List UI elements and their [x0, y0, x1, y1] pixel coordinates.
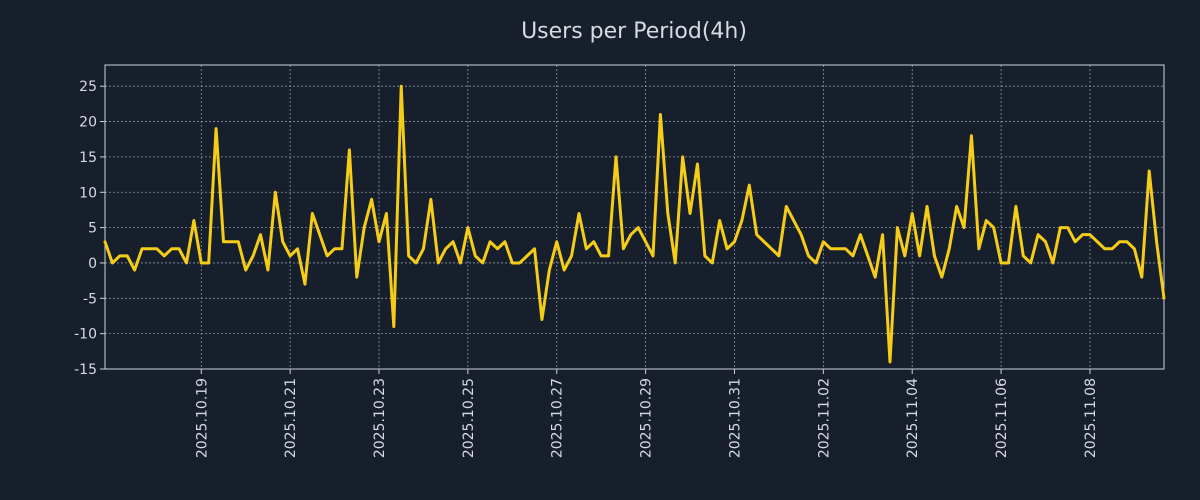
- y-tick-label: 5: [88, 221, 97, 237]
- y-tick-label: -10: [74, 327, 97, 343]
- x-tick-label: 2025.10.31: [727, 378, 743, 458]
- y-axis: -15 -10 -5 0 5 10 15 20 25: [74, 79, 105, 378]
- y-tick-label: 10: [79, 185, 97, 201]
- series-line-users: [103, 84, 1166, 364]
- y-tick-label: 25: [79, 79, 97, 95]
- x-tick-label: 2025.10.23: [372, 378, 388, 458]
- x-axis: 2025.10.19 2025.10.21 2025.10.23 2025.10.25…: [194, 369, 1099, 458]
- x-tick-label: 2025.11.08: [1083, 378, 1099, 458]
- x-tick-label: 2025.11.06: [994, 378, 1010, 458]
- x-tick-label: 2025.10.27: [550, 378, 566, 458]
- series-layer: [103, 84, 1166, 364]
- y-tick-label: -15: [74, 362, 97, 378]
- y-tick-label: 15: [79, 150, 97, 166]
- y-tick-label: -5: [83, 291, 97, 307]
- x-tick-label: 2025.11.04: [905, 378, 921, 458]
- chart-title: Users per Period(4h): [521, 19, 747, 44]
- x-tick-label: 2025.11.02: [816, 378, 832, 458]
- plot-frame: [104, 64, 1165, 370]
- x-tick-label: 2025.10.19: [194, 378, 210, 458]
- y-tick-label: 0: [88, 256, 97, 272]
- x-tick-label: 2025.10.21: [283, 378, 299, 458]
- x-tick-label: 2025.10.25: [461, 378, 477, 458]
- y-tick-label: 20: [79, 115, 97, 131]
- grid: [105, 65, 1164, 370]
- x-tick-label: 2025.10.29: [639, 378, 655, 458]
